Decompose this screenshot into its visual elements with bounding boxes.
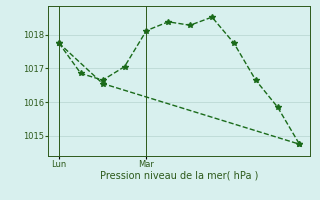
X-axis label: Pression niveau de la mer( hPa ): Pression niveau de la mer( hPa ) — [100, 171, 258, 181]
